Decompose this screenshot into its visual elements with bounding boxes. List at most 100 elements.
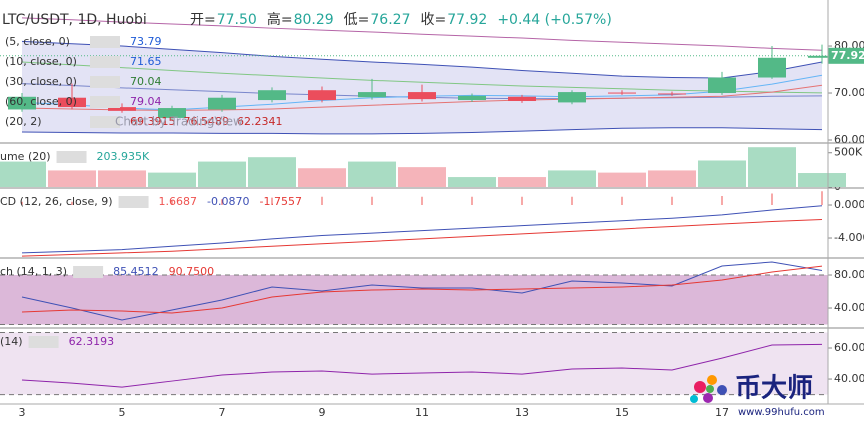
- legend-icons: [90, 76, 120, 88]
- legend-label: (10, close, 0): [5, 55, 77, 68]
- legend-value: 62.2341: [237, 115, 283, 128]
- y-tick-label: -4.000: [834, 231, 864, 244]
- y-tick-label: 0.000: [834, 198, 864, 211]
- volume-bar: [0, 161, 46, 187]
- ohlc-label: 开=: [190, 12, 216, 28]
- line-series: [21, 205, 823, 254]
- candle-body: [258, 90, 286, 101]
- x-tick-label: 11: [415, 406, 429, 419]
- line-series: [21, 261, 823, 321]
- legend-icons: [90, 116, 120, 128]
- pane-title: ch (14, 1, 3): [0, 265, 67, 278]
- price-tag: [828, 47, 864, 64]
- candle-body: [408, 92, 436, 100]
- legend-value: 79.04: [130, 95, 162, 108]
- volume-bar: [148, 172, 196, 187]
- line-series: [21, 61, 823, 94]
- y-tick-label: 60.00: [834, 133, 864, 146]
- volume-bar: [498, 177, 546, 187]
- candle-body: [58, 97, 86, 108]
- logo-url: www.99hufu.com: [738, 407, 825, 418]
- volume-bar: [648, 170, 696, 187]
- x-tick-label: 5: [119, 406, 126, 419]
- x-tick-label: 15: [615, 406, 629, 419]
- volume-bar: [398, 167, 446, 187]
- legend-value: 90.7500: [169, 265, 215, 278]
- volume-bar: [448, 177, 496, 187]
- pane-title: ume (20): [0, 150, 51, 163]
- price-tag-label: 77.92: [831, 49, 864, 62]
- legend-icons: [73, 266, 104, 278]
- legend-icons: [90, 96, 120, 108]
- line-series: [21, 219, 823, 257]
- legend-value: 73.79: [130, 35, 162, 48]
- candle-body: [508, 96, 536, 102]
- y-tick-label: 500K: [834, 146, 863, 159]
- candle-body: [308, 90, 336, 101]
- legend-value: 70.04: [130, 75, 162, 88]
- volume-bar: [548, 170, 596, 187]
- candle-body: [608, 92, 636, 94]
- band: [0, 332, 828, 395]
- legend-value: 76.5489: [184, 115, 230, 128]
- x-tick-label: 3: [19, 406, 26, 419]
- line-series: [21, 127, 823, 135]
- legend-value: 69.3915: [130, 115, 176, 128]
- logo-title: 币大师: [735, 374, 813, 404]
- x-tick-label: 17: [715, 406, 729, 419]
- pane-title: (14): [0, 335, 23, 348]
- symbol: LTC/USDT, 1D, Huobi: [2, 12, 147, 28]
- legend-value: -1.7557: [260, 195, 302, 208]
- ohlc-value: 77.92: [447, 12, 487, 28]
- legend-value: -0.0870: [207, 195, 249, 208]
- legend-label: (5, close, 0): [5, 35, 70, 48]
- y-tick-label: 70.00: [834, 86, 864, 99]
- candle-body: [558, 92, 586, 103]
- line-series: [21, 40, 823, 79]
- x-tick-label: 13: [515, 406, 529, 419]
- legend-label: (20, 2): [5, 115, 42, 128]
- y-tick-label: 40.00: [834, 372, 864, 385]
- candle-body: [708, 77, 736, 94]
- y-tick-label: 80.00: [834, 268, 864, 281]
- legend-value: 1.6687: [159, 195, 198, 208]
- candle-body: [808, 55, 836, 58]
- candle-body: [458, 95, 486, 101]
- volume-bar: [98, 170, 146, 187]
- legend-label: (30, close, 0): [5, 75, 77, 88]
- ohlc-label: 高=: [267, 11, 293, 28]
- volume-bar: [298, 168, 346, 187]
- legend-icons: [118, 196, 149, 208]
- ohlc-value: 77.50: [217, 12, 257, 28]
- candle-body: [658, 93, 686, 95]
- legend-value: 85.4512: [113, 265, 159, 278]
- pane-title: CD (12, 26, close, 9): [0, 195, 113, 208]
- line-series: [21, 265, 823, 314]
- ohlc-value: 76.27: [370, 12, 410, 28]
- legend-value: 71.65: [130, 55, 162, 68]
- volume-bar: [248, 157, 296, 187]
- legend-label: (60, close, 0): [5, 95, 77, 108]
- ohlc-label: 收=: [420, 12, 446, 28]
- ohlc-value: 80.29: [294, 12, 334, 28]
- volume-bar: [748, 147, 796, 187]
- line-series: [21, 343, 823, 388]
- candle-body: [8, 96, 36, 110]
- volume-bar: [348, 161, 396, 187]
- logo-icon: [690, 375, 727, 403]
- change: +0.44 (+0.57%): [497, 12, 611, 28]
- x-tick-label: 7: [219, 406, 226, 419]
- volume-bar: [48, 170, 96, 187]
- candle-body: [108, 107, 136, 111]
- volume-bar: [698, 160, 746, 187]
- y-tick-label: 60.00: [834, 341, 864, 354]
- ohlc-label: 低=: [344, 12, 370, 28]
- watermark: Chart by TradingView: [115, 115, 243, 129]
- x-tick-label: 9: [319, 406, 326, 419]
- legend-icons: [90, 36, 120, 48]
- volume-bar: [598, 172, 646, 187]
- legend-value: 62.3193: [69, 335, 115, 348]
- candle-body: [208, 97, 236, 110]
